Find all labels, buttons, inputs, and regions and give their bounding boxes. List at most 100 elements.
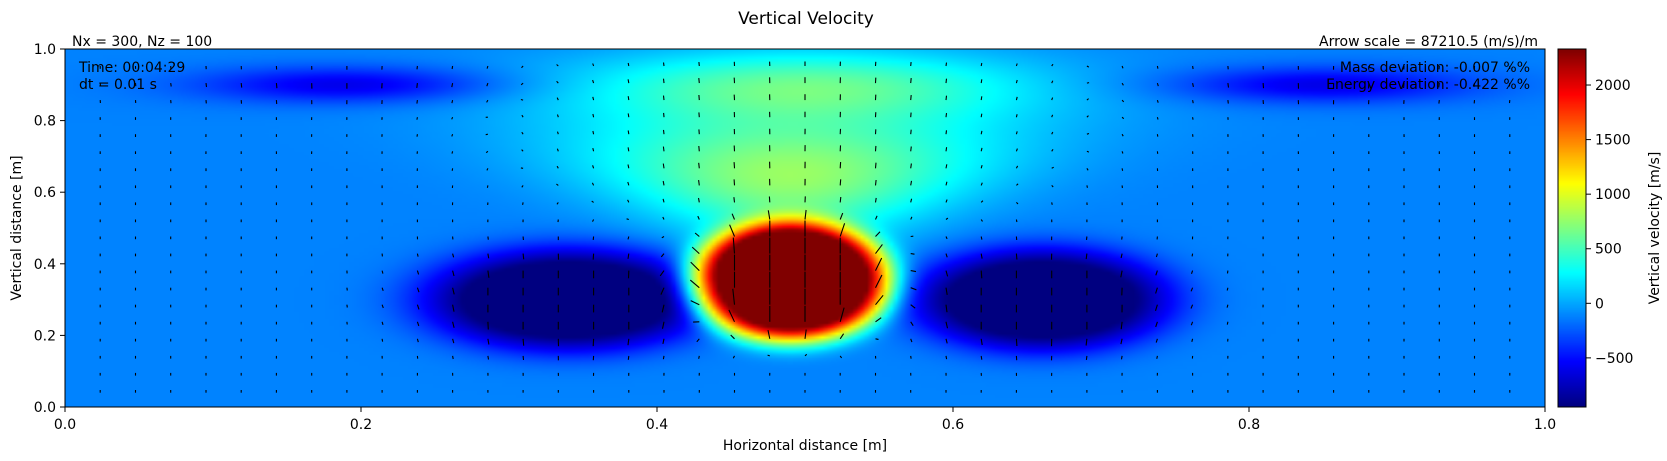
velocity-arrow — [381, 338, 384, 342]
velocity-arrow — [662, 198, 665, 203]
time-annotations: Time: 00:04:29 dt = 0.01 s — [78, 60, 185, 93]
y-tick-label: 0.4 — [34, 257, 56, 273]
velocity-arrow — [691, 246, 700, 255]
velocity-arrow — [486, 168, 489, 171]
velocity-arrow — [839, 333, 845, 340]
velocity-arrow — [556, 80, 559, 84]
velocity-arrow — [945, 164, 948, 169]
velocity-arrow — [451, 99, 454, 104]
velocity-arrow — [416, 117, 418, 120]
velocity-arrow — [520, 82, 524, 86]
velocity-arrow — [381, 321, 384, 325]
velocity-arrow — [1015, 96, 1018, 101]
deviation-annotations: Mass deviation: -0.007 %% Energy deviati… — [1326, 60, 1530, 93]
velocity-arrow — [1015, 219, 1018, 223]
velocity-arrow — [980, 219, 983, 222]
velocity-arrow — [698, 180, 700, 186]
velocity-arrow — [945, 236, 948, 240]
velocity-arrow — [592, 147, 595, 152]
velocity-arrow — [556, 64, 559, 67]
colorbar-tick-label: 1000 — [1595, 187, 1631, 203]
velocity-arrow — [592, 113, 595, 118]
velocity-arrow — [275, 83, 278, 89]
velocity-arrow — [1190, 270, 1194, 274]
velocity-arrow — [416, 83, 418, 88]
velocity-arrow — [627, 113, 630, 118]
velocity-arrow — [452, 355, 454, 360]
velocity-arrow — [1121, 168, 1124, 171]
velocity-arrow — [910, 146, 912, 152]
velocity-arrow — [592, 130, 595, 135]
velocity-arrow — [945, 199, 948, 203]
colorbar-ticks: −500 0 500 1000 1500 2000 — [1586, 78, 1633, 367]
velocity-arrow — [980, 270, 983, 279]
velocity-arrow — [1508, 83, 1511, 87]
y-tick-label: 1.0 — [34, 42, 56, 58]
velocity-arrow — [592, 79, 595, 84]
velocity-arrow — [767, 210, 771, 220]
velocity-arrow — [874, 179, 877, 186]
velocity-arrow — [521, 131, 524, 135]
velocity-arrow — [521, 185, 524, 188]
velocity-arrow — [627, 79, 630, 84]
velocity-arrow — [1154, 304, 1158, 311]
velocity-arrow — [1086, 98, 1089, 101]
velocity-arrow — [910, 163, 912, 169]
velocity-arrow — [875, 244, 883, 254]
velocity-arrow — [1121, 82, 1124, 86]
y-tick-label: 0.0 — [34, 400, 56, 416]
velocity-arrow — [416, 321, 420, 327]
velocity-arrow — [592, 63, 595, 67]
velocity-arrow — [1121, 133, 1124, 137]
velocity-arrow — [1086, 185, 1088, 188]
velocity-arrow — [698, 145, 700, 152]
velocity-arrow — [910, 129, 912, 135]
velocity-arrow — [451, 116, 454, 120]
velocity-arrow — [1155, 338, 1158, 343]
velocity-arrow — [767, 329, 771, 339]
velocity-arrow — [592, 96, 595, 101]
velocity-arrow — [1085, 355, 1088, 360]
velocity-arrow — [690, 300, 700, 306]
velocity-arrow — [767, 354, 770, 357]
velocity-arrow — [381, 287, 384, 291]
velocity-arrow — [659, 270, 665, 277]
velocity-arrow — [452, 338, 455, 344]
velocity-arrow — [945, 321, 949, 329]
velocity-arrow — [556, 114, 559, 118]
velocity-arrow — [662, 62, 665, 67]
velocity-arrow — [945, 338, 948, 344]
velocity-arrow — [627, 147, 630, 152]
velocity-arrow — [980, 147, 983, 152]
velocity-arrow — [697, 197, 700, 203]
velocity-arrow — [1473, 83, 1476, 87]
velocity-arrow — [689, 279, 700, 289]
velocity-arrow — [1051, 80, 1054, 84]
velocity-arrow — [627, 164, 630, 169]
velocity-arrow — [980, 79, 983, 84]
velocity-arrow — [486, 185, 489, 188]
velocity-arrow — [556, 97, 559, 101]
velocity-arrow — [1086, 82, 1090, 84]
velocity-arrow — [661, 321, 665, 329]
velocity-arrow — [627, 181, 630, 186]
velocity-arrow — [416, 270, 420, 275]
velocity-arrow — [1051, 63, 1054, 67]
velocity-arrow — [1085, 253, 1088, 260]
velocity-arrow — [1051, 185, 1054, 188]
velocity-arrow — [521, 65, 524, 69]
velocity-arrow — [662, 355, 665, 360]
velocity-arrow — [1191, 253, 1194, 257]
velocity-arrow — [592, 219, 595, 222]
velocity-arrow — [910, 180, 913, 186]
velocity-arrow — [1015, 131, 1018, 135]
velocity-arrow — [1192, 82, 1194, 88]
velocity-arrow — [487, 253, 490, 259]
velocity-arrow — [1226, 287, 1229, 291]
velocity-arrow — [626, 218, 629, 221]
colorbar-gradient — [1558, 49, 1586, 407]
velocity-arrow — [980, 236, 983, 240]
colorbar: −500 0 500 1000 1500 2000 Vertical velocity [… — [1557, 48, 1663, 408]
velocity-arrow — [804, 209, 807, 220]
colorbar-tick-label: 500 — [1595, 242, 1622, 258]
